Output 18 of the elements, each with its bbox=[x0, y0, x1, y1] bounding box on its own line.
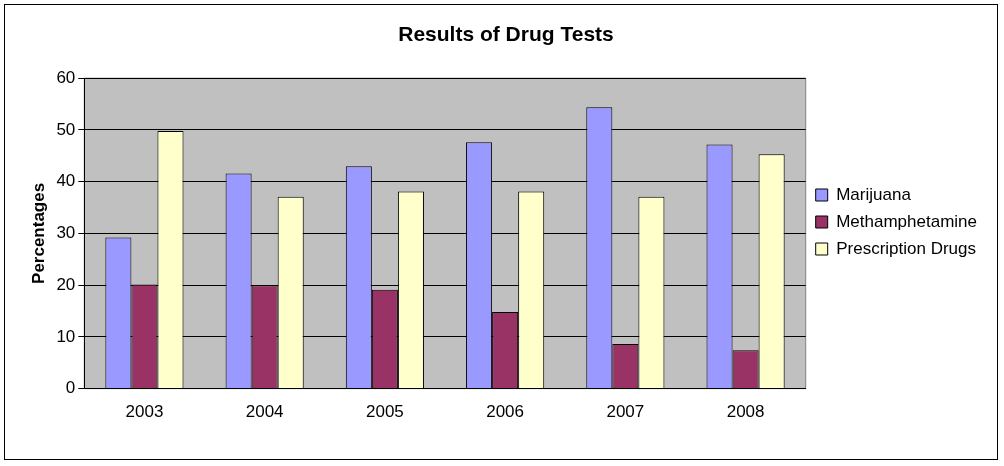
legend-label: Methamphetamine bbox=[836, 211, 978, 231]
x-tick-label: 2003 bbox=[125, 402, 164, 422]
y-tick-label: 20 bbox=[56, 274, 76, 294]
y-tick-label: 10 bbox=[56, 326, 76, 346]
y-tick-label: 0 bbox=[65, 378, 76, 398]
y-tick-label: 30 bbox=[56, 223, 76, 243]
y-tick-label: 40 bbox=[56, 171, 76, 191]
y-tick-label: 60 bbox=[56, 67, 76, 87]
chart-title: Results of Drug Tests bbox=[398, 22, 614, 46]
legend-label: Prescription Drugs bbox=[836, 238, 977, 258]
x-tick-label: 2007 bbox=[606, 402, 645, 422]
x-tick-label: 2008 bbox=[726, 402, 765, 422]
y-tick-label: 50 bbox=[56, 119, 76, 139]
x-tick-label: 2005 bbox=[365, 402, 404, 422]
x-tick-label: 2006 bbox=[486, 402, 525, 422]
legend-label: Marijuana bbox=[836, 184, 912, 204]
x-tick-label: 2004 bbox=[245, 402, 284, 422]
y-axis-title: Percentages bbox=[28, 182, 48, 284]
